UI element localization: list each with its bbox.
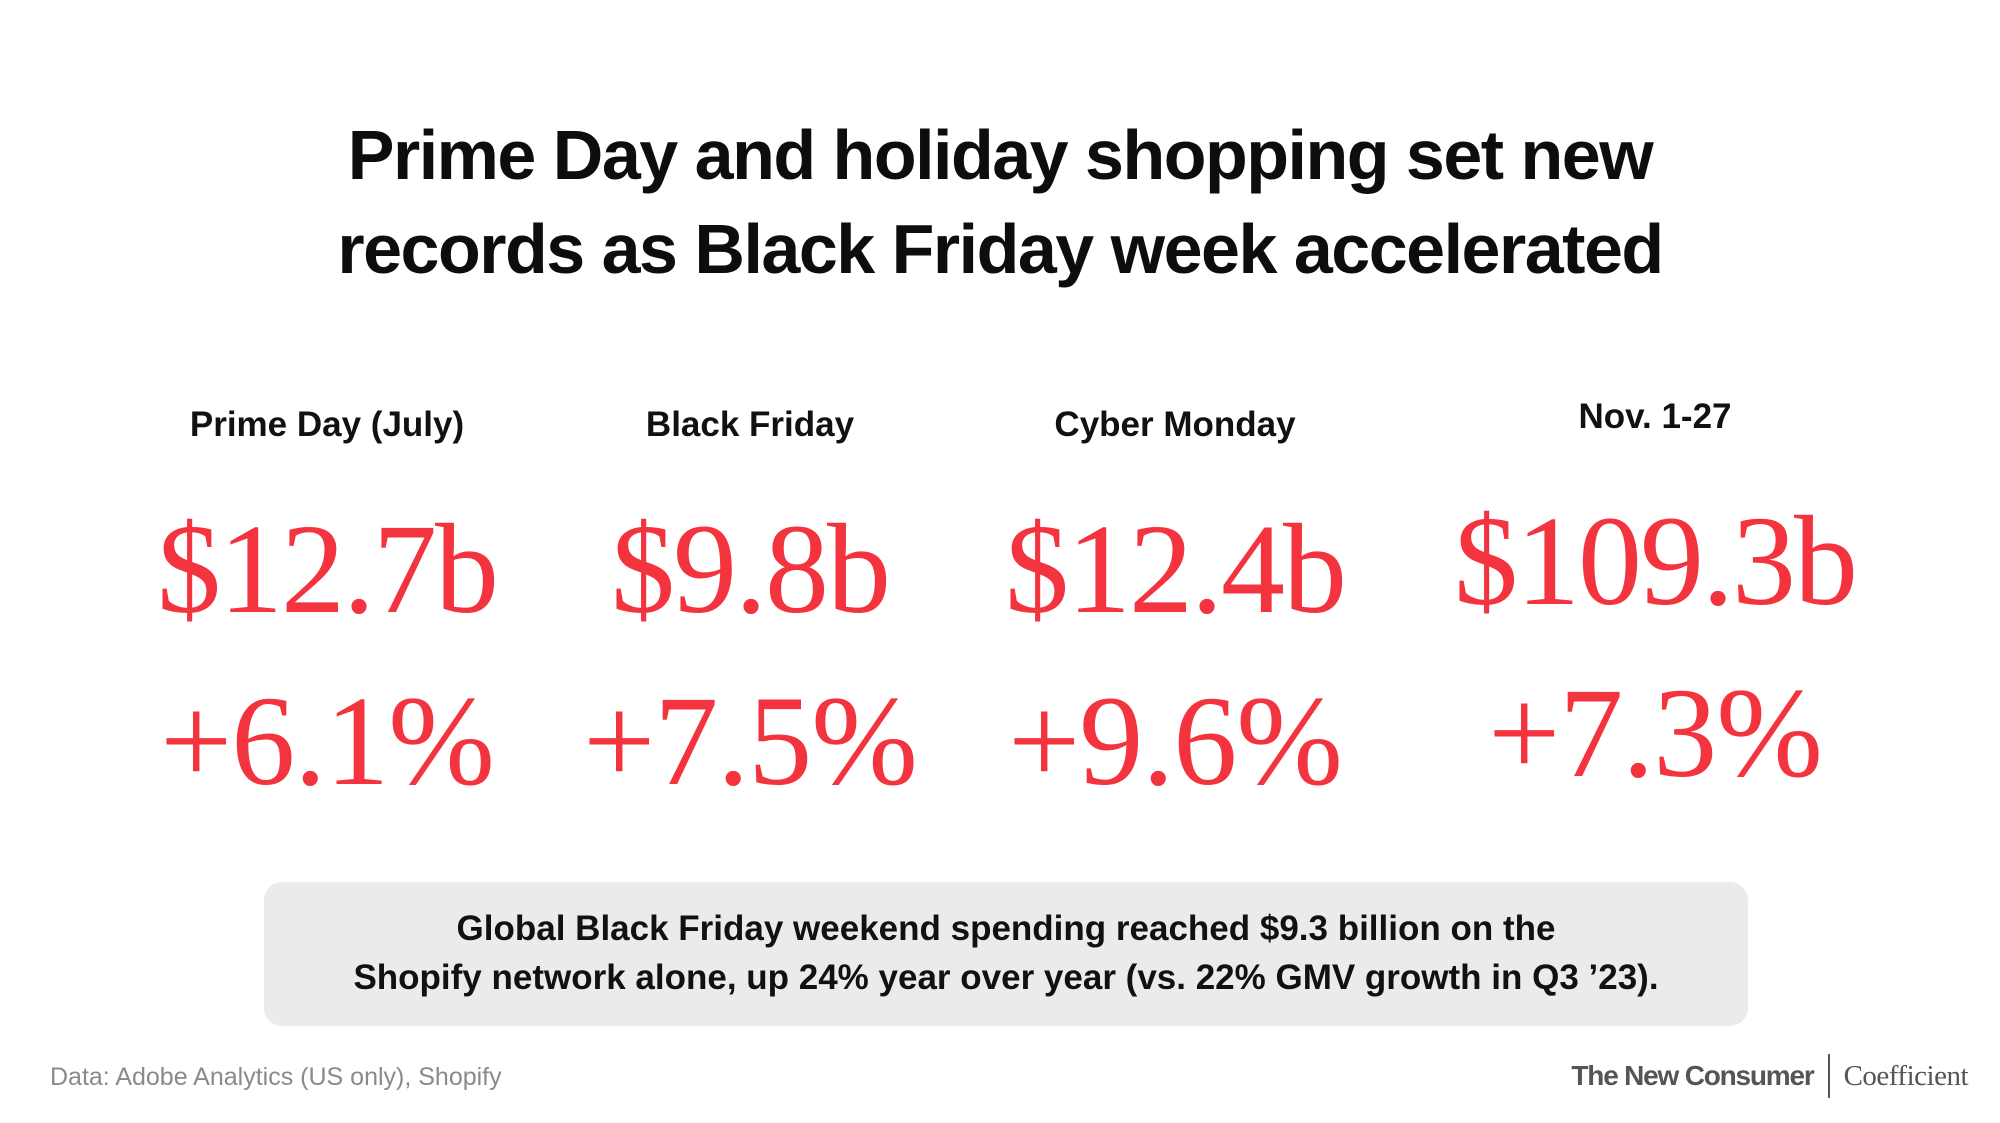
brand-logos: The New Consumer Coefficient (1571, 1052, 1969, 1100)
stat-value: $9.8b (611, 498, 891, 640)
stat-label: Nov. 1-27 (1578, 397, 1732, 436)
stats-row: Prime Day (July) $12.7b +6.1% Black Frid… (0, 395, 2000, 805)
page-title-line-2: records as Black Friday week accelerated (337, 210, 1664, 288)
summary-note: Global Black Friday weekend spending rea… (264, 882, 1748, 1026)
stat-november: Nov. 1-27 $109.3b +7.3% (1445, 395, 1865, 797)
source-note: Data: Adobe Analytics (US only), Shopify (50, 1063, 502, 1091)
stat-change: +9.6% (1008, 670, 1343, 812)
stat-label: Black Friday (645, 405, 855, 444)
stat-change: +6.1% (160, 670, 495, 812)
page-title: Prime Day and holiday shopping set new r… (0, 108, 2000, 296)
summary-note-line-1: Global Black Friday weekend spending rea… (456, 909, 1556, 948)
brand-divider (1827, 1054, 1830, 1098)
stat-change: +7.3% (1488, 662, 1823, 804)
stat-change: +7.5% (583, 670, 918, 812)
stat-prime-day: Prime Day (July) $12.7b +6.1% (117, 395, 537, 805)
stat-label: Cyber Monday (1054, 405, 1296, 444)
stat-label: Prime Day (July) (189, 405, 465, 444)
summary-note-line-2: Shopify network alone, up 24% year over … (353, 958, 1659, 997)
stat-cyber-monday: Cyber Monday $12.4b +9.6% (965, 395, 1385, 805)
brand-logo-coefficient: Coefficient (1843, 1059, 1969, 1092)
stat-value: $12.7b (157, 498, 499, 640)
stat-value: $109.3b (1454, 490, 1858, 632)
page-title-line-1: Prime Day and holiday shopping set new (347, 116, 1654, 194)
stat-value: $12.4b (1005, 498, 1347, 640)
stat-black-friday: Black Friday $9.8b +7.5% (540, 395, 960, 805)
brand-logo-the-new-consumer: The New Consumer (1571, 1060, 1814, 1091)
